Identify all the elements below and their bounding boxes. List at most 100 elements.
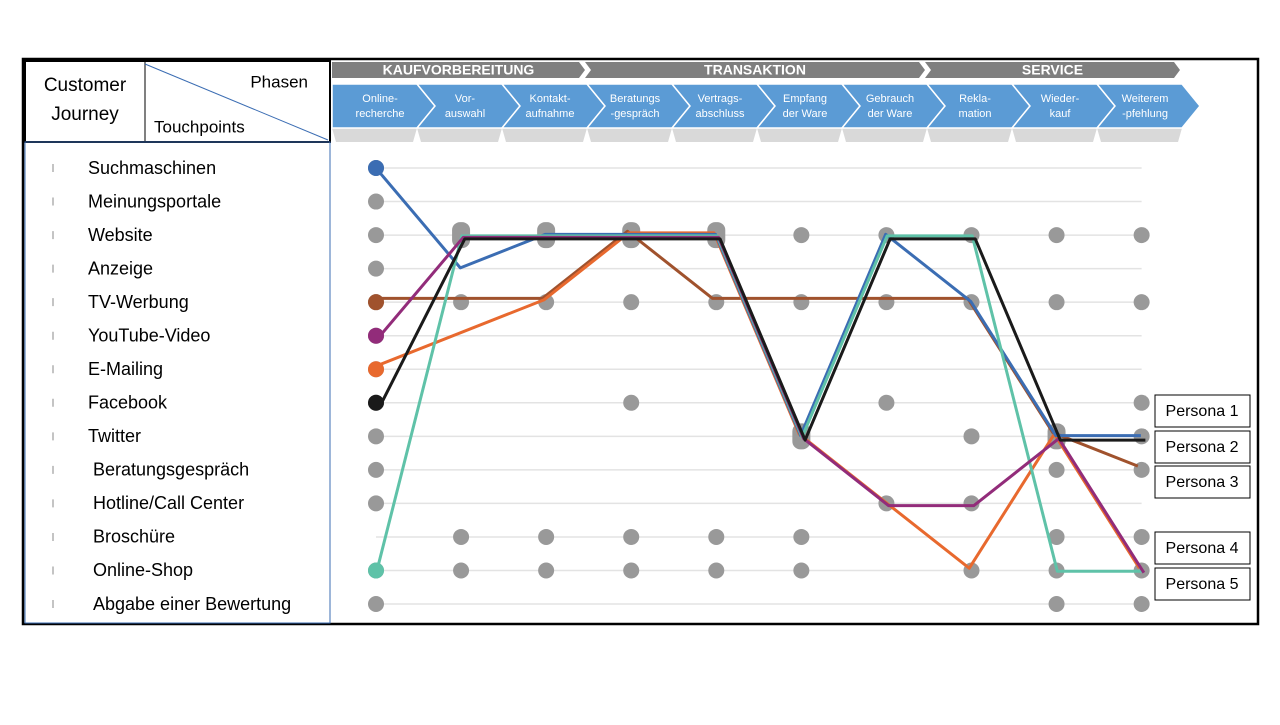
journey-start [368, 361, 384, 378]
touchpoint-label: Facebook [88, 393, 168, 413]
touchpoint-dot [623, 294, 640, 311]
touchpoint-dot [623, 528, 640, 545]
touchpoint-dot [623, 394, 640, 411]
touchpoint-dot [1048, 227, 1065, 244]
stage-shadow [757, 128, 842, 142]
touchpoint-label: Broschüre [93, 527, 175, 547]
touchpoint-panel [24, 141, 331, 624]
phase-chevron [332, 62, 585, 78]
stage-label: auswahl [445, 108, 485, 120]
touchpoint-dot [538, 562, 555, 579]
phases-label: Phasen [250, 72, 308, 91]
touchpoint-dot [1048, 528, 1065, 545]
touchpoint-dot [1048, 294, 1065, 311]
persona-box [1154, 430, 1251, 464]
touchpoint-dot [368, 461, 384, 478]
stage-label: abschluss [696, 108, 745, 120]
journey-start [368, 562, 384, 579]
stage-label: -gespräch [611, 108, 660, 120]
touchpoint-dot [453, 562, 470, 579]
header-title: Journey [51, 104, 119, 125]
touchpoint-label: Online-Shop [93, 560, 193, 580]
touchpoint-dot [368, 227, 384, 244]
stage-label: der Ware [868, 108, 913, 120]
stage-label: Kontakt- [530, 93, 571, 105]
persona-box [1154, 531, 1251, 565]
touchpoint-dot [368, 428, 384, 445]
touchpoint-dot [793, 294, 810, 311]
persona-box [1154, 394, 1251, 428]
persona-label: Persona 3 [1166, 474, 1239, 491]
touchpoint-label: Website [88, 225, 153, 245]
stage-label: recherche [356, 108, 405, 120]
journey-line [378, 237, 1146, 442]
touchpoint-dot [623, 562, 640, 579]
stage-chevron [1095, 83, 1201, 129]
touchpoint-label: Hotline/Call Center [93, 493, 244, 513]
touchpoint-dot [1048, 596, 1065, 613]
phase-chevron [925, 62, 1180, 78]
touchpoint-dot [1133, 227, 1150, 244]
stage-shadow [842, 128, 927, 142]
journey-start [368, 160, 384, 176]
stage-label: Wieder- [1041, 93, 1080, 105]
touchpoint-dot [963, 495, 980, 512]
journey-start [368, 294, 384, 311]
touchpoint-label: E-Mailing [88, 359, 163, 379]
stage-shadow [502, 128, 587, 142]
stage-label: der Ware [783, 108, 828, 120]
stage-label: kauf [1050, 108, 1072, 120]
phase-label: SERVICE [1022, 62, 1083, 78]
touchpoint-dot [453, 528, 470, 545]
touchpoint-dot [793, 227, 810, 244]
touchpoint-label: Meinungsportale [88, 191, 221, 211]
phase-label: TRANSAKTION [704, 62, 806, 78]
stage-label: Vertrags- [698, 93, 743, 105]
stage-shadow [417, 128, 502, 142]
touchpoint-label: Beratungsgespräch [93, 460, 249, 480]
persona-label: Persona 2 [1166, 439, 1239, 456]
header-box [24, 60, 331, 143]
touchpoint-dot [878, 394, 895, 411]
journey-start [368, 394, 384, 411]
stage-label: Online- [362, 93, 398, 105]
persona-box [1154, 465, 1251, 499]
touchpoint-dot [368, 193, 384, 210]
stage-label: Beratungs [610, 93, 661, 105]
touchpoint-dot [368, 260, 384, 277]
touchpoint-dot [538, 528, 555, 545]
stage-shadow [672, 128, 757, 142]
header-title: Customer [44, 75, 127, 96]
touchpoint-label: Twitter [88, 426, 141, 446]
touchpoint-dot [708, 528, 725, 545]
touchpoint-dot [878, 294, 895, 311]
touchpoint-dot [1048, 461, 1065, 478]
stage-shadow [1097, 128, 1182, 142]
touchpoints-label: Touchpoints [154, 117, 245, 136]
touchpoint-dot [368, 495, 384, 512]
touchpoint-dot [1133, 394, 1150, 411]
persona-label: Persona 4 [1166, 540, 1239, 557]
touchpoint-dot [1133, 528, 1150, 545]
stage-label: -pfehlung [1122, 108, 1168, 120]
persona-label: Persona 1 [1166, 403, 1239, 420]
stage-shadow [927, 128, 1012, 142]
touchpoint-dot [1133, 596, 1150, 613]
touchpoint-dot [453, 294, 470, 311]
touchpoint-dot [368, 596, 384, 613]
touchpoint-dot [793, 562, 810, 579]
frame [21, 57, 1260, 626]
persona-box [1154, 567, 1251, 601]
touchpoint-label: TV-Werbung [88, 292, 189, 312]
stage-label: Gebrauch [866, 93, 914, 105]
stage-label: aufnahme [526, 108, 575, 120]
stage-shadow [587, 128, 672, 142]
header-diagonal [144, 63, 329, 141]
stage-label: Rekla- [959, 93, 991, 105]
stage-label: Empfang [783, 93, 827, 105]
stage-shadow [1012, 128, 1097, 142]
phase-chevron [585, 62, 925, 78]
touchpoint-dot [1133, 294, 1150, 311]
stage-label: Vor- [455, 93, 476, 105]
